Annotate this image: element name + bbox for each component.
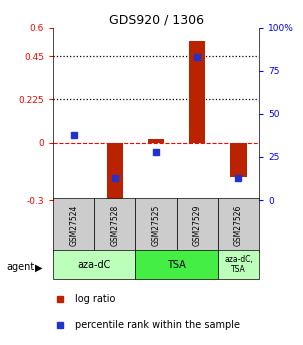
Bar [53, 198, 94, 252]
Text: GSM27525: GSM27525 [152, 205, 161, 246]
Text: GSM27528: GSM27528 [110, 205, 119, 246]
Bar [94, 198, 135, 252]
Bar [177, 198, 218, 252]
Bar [135, 250, 218, 279]
Bar [148, 139, 164, 142]
Bar [53, 250, 135, 279]
Bar [107, 142, 123, 204]
Bar [218, 198, 259, 252]
Bar [230, 142, 247, 177]
Text: log ratio: log ratio [75, 294, 115, 304]
Title: GDS920 / 1306: GDS920 / 1306 [108, 13, 204, 27]
Text: GSM27529: GSM27529 [193, 205, 202, 246]
Text: agent: agent [6, 263, 34, 272]
Text: aza-dC: aza-dC [78, 260, 111, 270]
Bar [189, 41, 205, 142]
Text: aza-dC,
TSA: aza-dC, TSA [224, 255, 253, 275]
Text: GSM27526: GSM27526 [234, 205, 243, 246]
Text: TSA: TSA [167, 260, 186, 270]
Bar [218, 250, 259, 279]
Bar [135, 198, 177, 252]
Text: percentile rank within the sample: percentile rank within the sample [75, 320, 240, 330]
Text: ▶: ▶ [35, 263, 42, 272]
Text: GSM27524: GSM27524 [69, 205, 78, 246]
